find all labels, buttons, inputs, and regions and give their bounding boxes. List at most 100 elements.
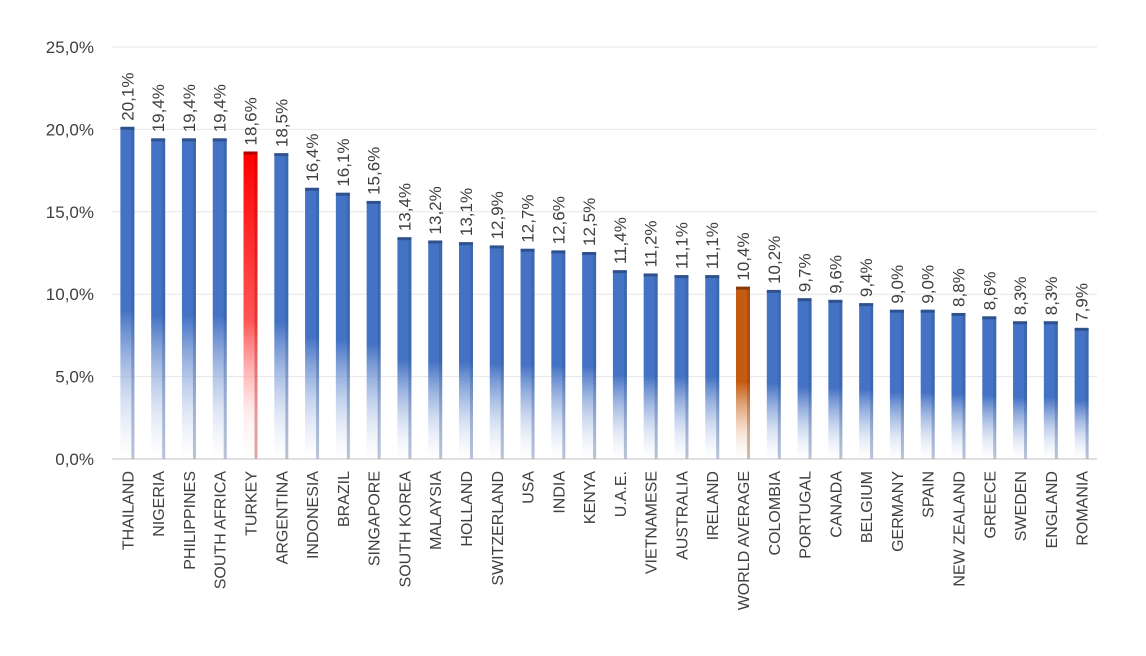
bar-cap	[274, 153, 289, 157]
bar-cap	[736, 286, 751, 290]
bar	[828, 300, 843, 459]
data-label: 12,6%	[549, 196, 568, 244]
data-label: 19,4%	[180, 84, 199, 132]
bar	[366, 201, 381, 460]
bar-shade	[531, 249, 535, 459]
y-tick-label: 25,0%	[46, 38, 94, 57]
bar-shade	[377, 201, 381, 460]
bar-shade	[623, 271, 627, 459]
bar-cap	[305, 187, 320, 191]
y-tick-label: 10,0%	[46, 285, 94, 304]
bar-cap	[766, 289, 781, 293]
data-label: 12,7%	[519, 195, 538, 243]
data-label: 8,3%	[1042, 276, 1061, 315]
data-labels: 20,1% 19,4% 19,4% 19,4% 18,6% 18,5% 16,4% 16,1%…	[118, 73, 1091, 322]
x-tick-label: SWITZERLAND	[490, 471, 507, 586]
x-axis-ticks: THAILAND NIGERIA PHILIPPINES SOUTH AFRICA TU…	[120, 471, 1091, 611]
x-tick-label: NIGERIA	[151, 471, 168, 537]
bar	[1043, 322, 1058, 459]
bar-cap	[181, 138, 196, 142]
bar-cap	[951, 312, 966, 316]
bar-cap	[335, 192, 350, 196]
bar-cap	[489, 245, 504, 249]
bar	[766, 290, 781, 459]
bar-cap	[612, 270, 627, 274]
bar-shade	[346, 193, 350, 459]
x-tick-label: SOUTH KOREA	[397, 471, 414, 588]
bar	[643, 274, 658, 459]
data-label: 20,1%	[118, 73, 137, 121]
x-tick-label: BRAZIL	[336, 471, 353, 527]
bar-shade	[408, 238, 412, 459]
bar-shade	[500, 246, 504, 459]
bar-shade	[254, 152, 258, 460]
data-label: 11,1%	[672, 222, 691, 269]
bar-shade	[993, 317, 997, 459]
bar	[489, 246, 504, 459]
data-label: 9,0%	[888, 265, 907, 304]
data-label: 9,7%	[796, 253, 815, 292]
bar-cap	[674, 275, 689, 279]
data-label: 15,6%	[365, 147, 384, 195]
bar	[797, 299, 812, 459]
x-tick-label: GERMANY	[890, 471, 907, 552]
data-label: 19,4%	[149, 84, 168, 132]
data-label: 8,6%	[980, 272, 999, 311]
x-tick-label: SOUTH AFRICA	[213, 471, 230, 590]
data-label: 18,6%	[242, 97, 261, 145]
bar-cap	[920, 309, 935, 313]
bar-cap	[797, 298, 812, 302]
bar-cap	[705, 275, 720, 279]
bar-shade	[316, 188, 320, 459]
x-tick-label: USA	[521, 471, 538, 504]
bar	[674, 276, 689, 459]
bar	[859, 304, 874, 459]
x-tick-label: SWEDEN	[1013, 471, 1030, 541]
data-label: 11,4%	[611, 217, 630, 264]
x-tick-label: MALAYSIA	[428, 471, 445, 550]
bar-cap	[520, 248, 535, 252]
data-label: 10,2%	[765, 236, 784, 284]
bar	[551, 251, 566, 459]
bar-cap	[458, 242, 473, 246]
bar	[612, 271, 627, 459]
data-label: 12,5%	[580, 198, 599, 246]
bar	[889, 310, 904, 459]
bar-cap	[828, 299, 843, 303]
bar-cap	[859, 303, 874, 307]
x-tick-label: INDIA	[551, 471, 568, 514]
x-tick-label: ARGENTINA	[274, 471, 291, 565]
y-tick-label: 0,0%	[55, 450, 94, 469]
bar-shade	[439, 241, 443, 459]
bar-cap	[1074, 327, 1089, 331]
bar	[274, 154, 289, 459]
data-label: 18,5%	[272, 99, 291, 147]
bar-shade	[1024, 322, 1028, 459]
bar-cap	[397, 237, 412, 241]
x-tick-label: GREECE	[982, 471, 999, 539]
bar-shade	[469, 243, 473, 459]
x-tick-label: IRELAND	[705, 471, 722, 540]
x-tick-label: PHILIPPINES	[182, 471, 199, 570]
bar	[458, 243, 473, 459]
bar	[705, 276, 720, 459]
x-tick-label: PORTUGAL	[798, 471, 815, 559]
bar-cap	[1043, 321, 1058, 325]
bar-shade	[685, 276, 689, 459]
data-label: 12,9%	[488, 191, 507, 239]
bar-shade	[162, 139, 166, 459]
bar	[120, 127, 135, 459]
bar	[305, 188, 320, 459]
x-tick-label: ENGLAND	[1044, 471, 1061, 548]
y-tick-label: 5,0%	[55, 368, 94, 387]
bar-cap	[982, 316, 997, 320]
bar-shade	[1085, 328, 1089, 459]
x-tick-label: TURKEY	[244, 471, 261, 536]
bar-shade	[562, 251, 566, 459]
bar-shade	[900, 310, 904, 459]
bar-shade	[1054, 322, 1058, 459]
bar-shade	[870, 304, 874, 459]
bar-shade	[192, 139, 196, 459]
x-tick-label: WORLD AVERAGE	[736, 471, 753, 610]
bar-shade	[747, 287, 751, 459]
